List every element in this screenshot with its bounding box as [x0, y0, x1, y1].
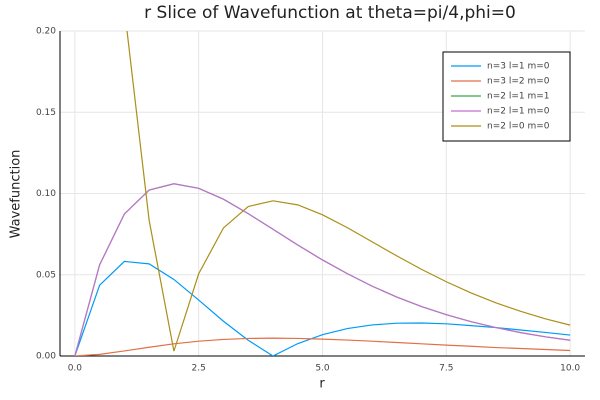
legend-label: n=3 l=2 m=0	[487, 77, 550, 87]
y-tick-label: 0.00	[36, 352, 56, 362]
y-axis-label: Wavefunction	[9, 150, 24, 239]
legend-label: n=2 l=1 m=0	[487, 107, 550, 117]
x-tick-label: 0.0	[68, 364, 83, 374]
line-series	[74, 260, 571, 356]
y-tick-label: 0.05	[36, 270, 56, 280]
y-tick-label: 0.20	[36, 27, 56, 37]
legend-label: n=2 l=0 m=0	[487, 122, 550, 132]
x-tick-label: 7.5	[439, 364, 453, 374]
x-tick-label: 10.0	[560, 364, 580, 374]
legend: n=3 l=1 m=0 n=3 l=2 m=0 n=2 l=1 m=1 n=2 l=1…	[442, 51, 571, 142]
x-tick-label: 5.0	[315, 364, 330, 374]
chart-title: r Slice of Wavefunction at theta=pi/4,ph…	[144, 3, 516, 23]
y-tick-label: 0.10	[36, 189, 56, 199]
line-series	[126, 31, 571, 352]
legend-label: n=3 l=1 m=0	[487, 62, 550, 72]
x-axis-label: r	[319, 377, 325, 392]
plot-area	[74, 31, 571, 356]
legend-label: n=2 l=1 m=1	[487, 92, 550, 102]
y-tick-label: 0.15	[36, 108, 56, 118]
line-series	[74, 337, 571, 356]
line-series	[74, 183, 571, 356]
x-tick-label: 2.5	[192, 364, 206, 374]
